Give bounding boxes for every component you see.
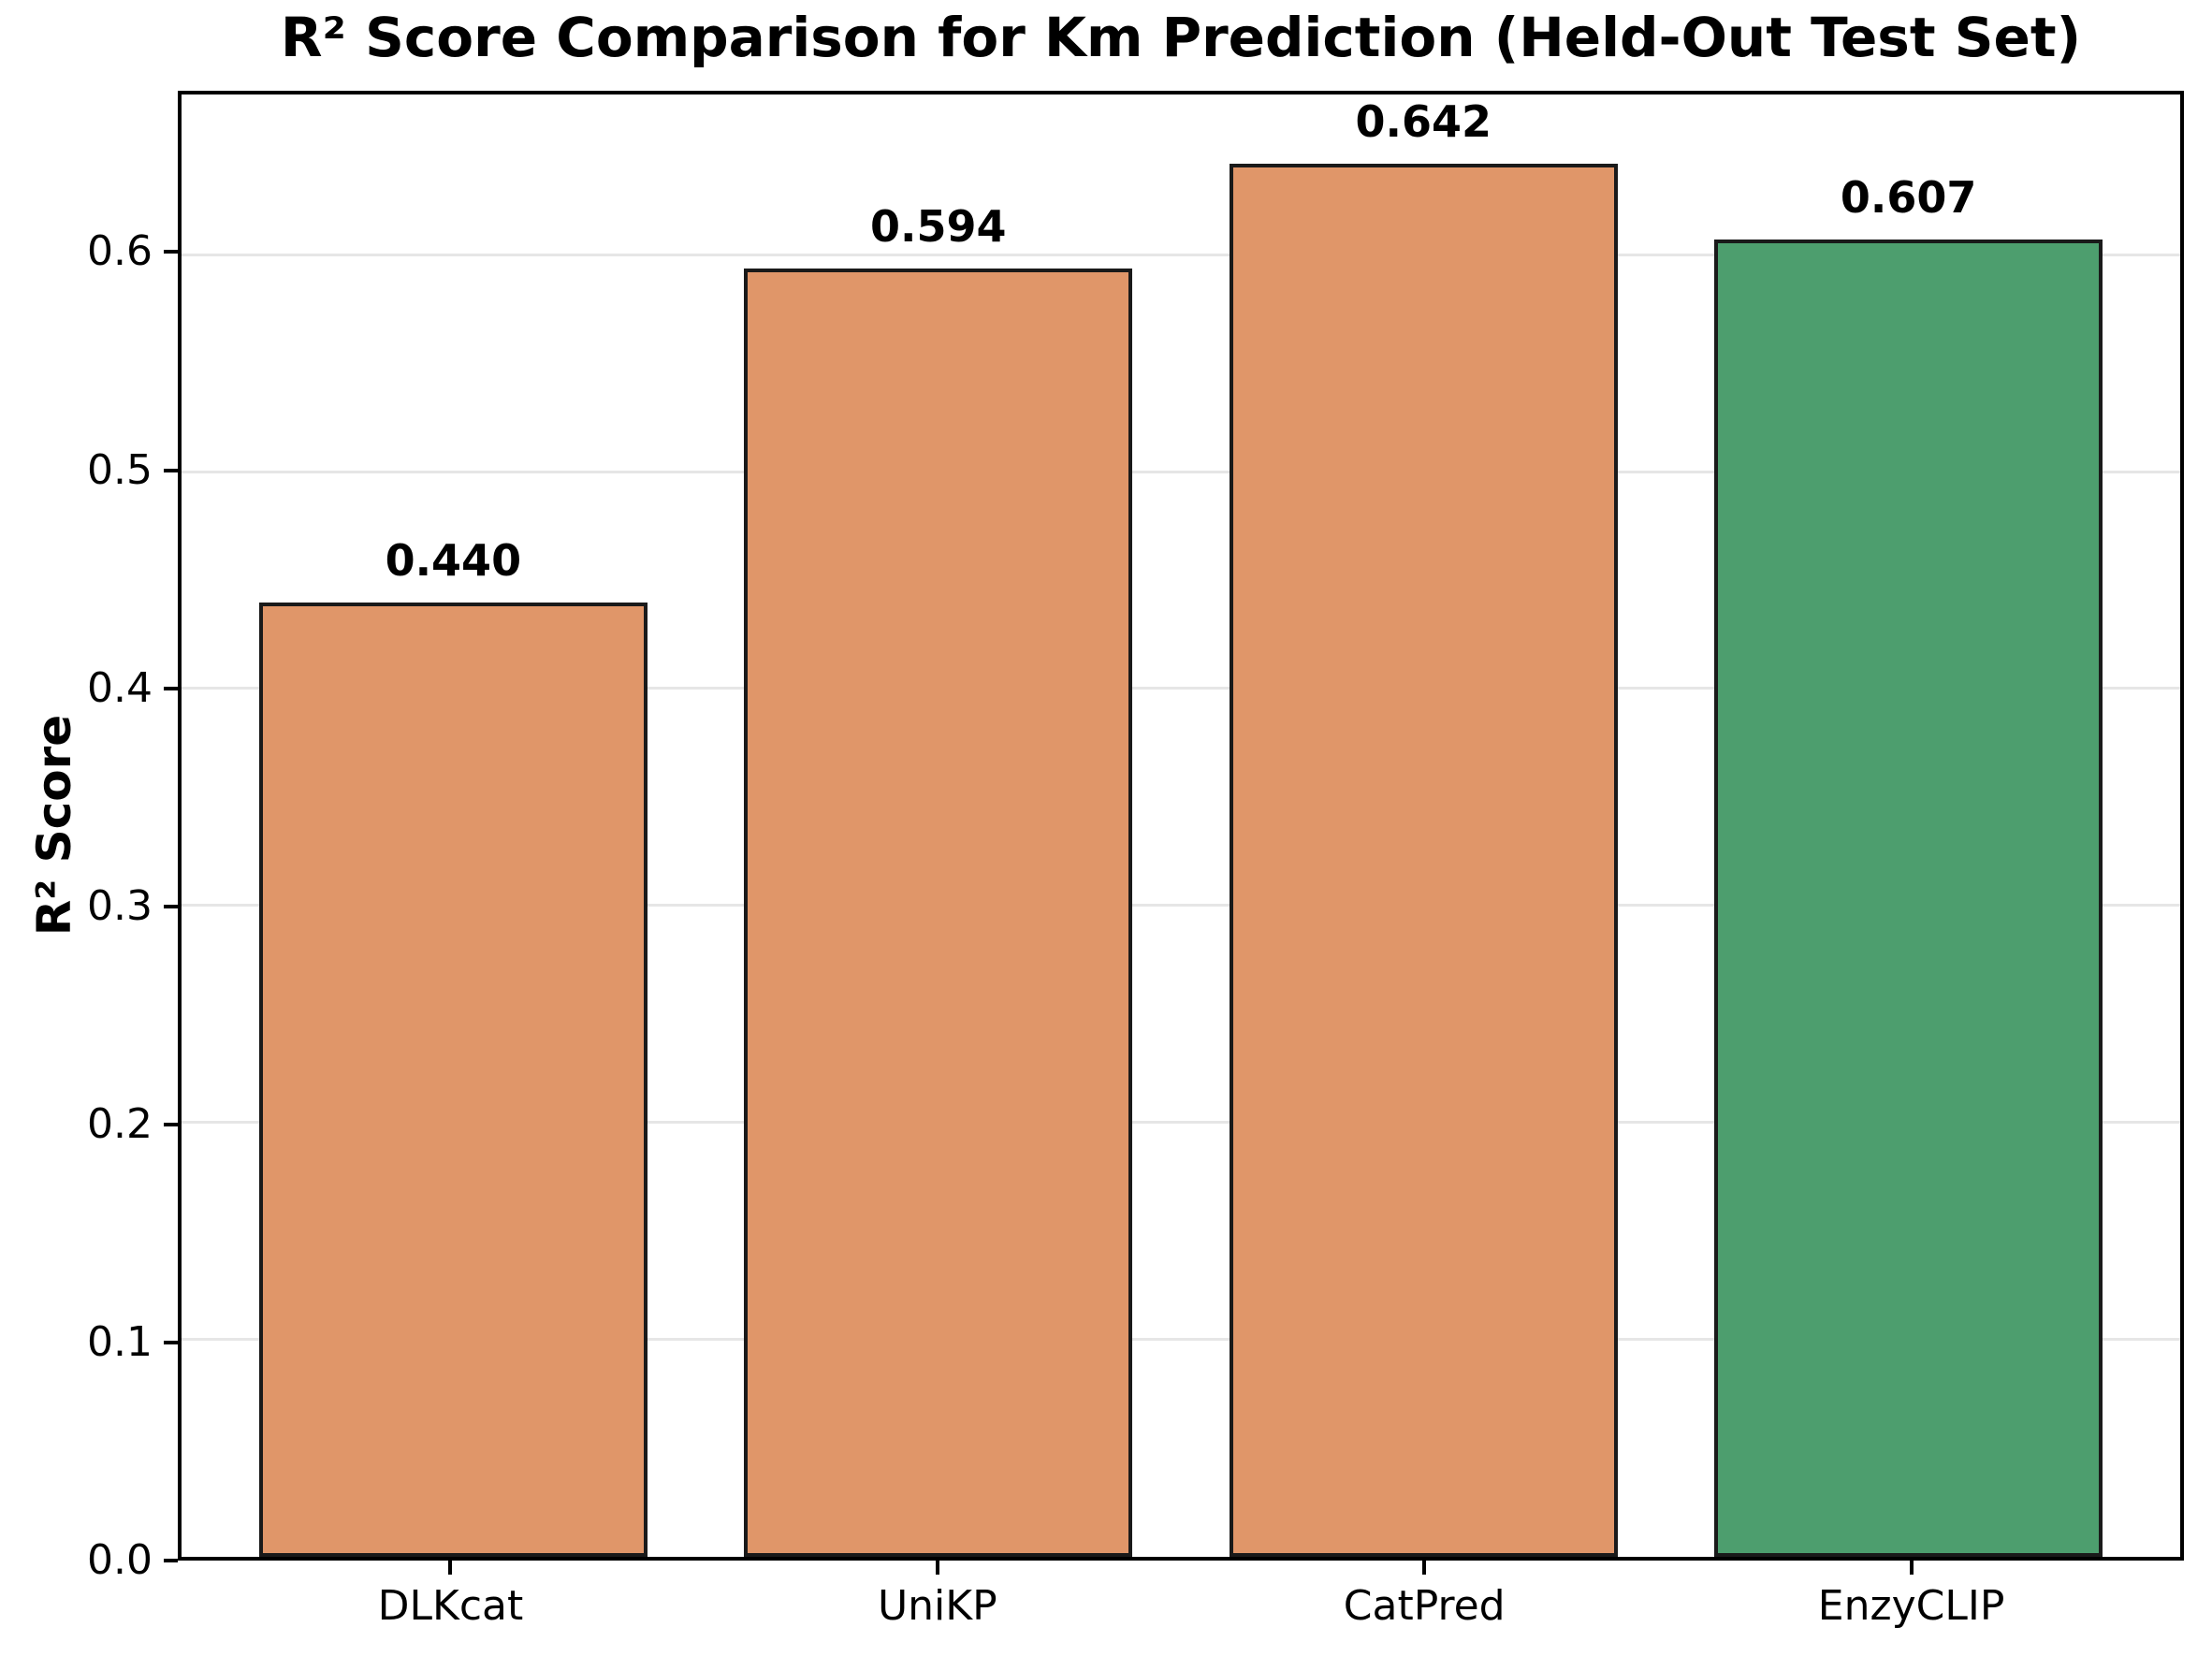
bar-value-label: 0.642: [1355, 96, 1492, 148]
y-tick-label: 0.6: [87, 227, 153, 276]
y-tick-label: 0.2: [87, 1099, 153, 1148]
x-tick-mark: [935, 1561, 939, 1575]
y-tick-mark: [164, 468, 178, 472]
y-tick-mark: [164, 1122, 178, 1126]
y-axis: 0.0 0.1 0.2 0.3 0.4 0.5 0.6: [0, 91, 178, 1581]
gridline: [182, 1121, 2180, 1125]
y-tick-label: 0.5: [87, 445, 153, 494]
gridline: [182, 1338, 2180, 1342]
x-tick-mark: [448, 1561, 453, 1575]
x-tick-mark: [1422, 1561, 1427, 1575]
bar-catpred: [1229, 164, 1618, 1557]
x-tick-label-catpred: CatPred: [1343, 1582, 1506, 1630]
y-tick-mark: [164, 686, 178, 690]
gridline: [182, 470, 2180, 473]
y-tick-mark: [164, 1340, 178, 1344]
bar-value-label: 0.607: [1840, 172, 1977, 224]
x-tick-mark: [1909, 1561, 1914, 1575]
gridline: [182, 687, 2180, 690]
gridline: [182, 904, 2180, 908]
x-tick-label-enzyclip: EnzyCLIP: [1817, 1582, 2005, 1630]
x-tick-label-dlkcat: DLKcat: [377, 1582, 524, 1630]
y-tick-label: 0.4: [87, 663, 153, 712]
y-tick-label: 0.3: [87, 881, 153, 930]
bar-value-label: 0.440: [385, 534, 522, 586]
x-axis: DLKcat UniKP CatPred EnzyCLIP: [178, 1561, 2184, 1654]
y-tick-label: 0.1: [87, 1317, 153, 1366]
y-tick-mark: [164, 1559, 178, 1562]
x-tick-label-unikp: UniKP: [877, 1582, 997, 1630]
bar-enzyclip: [1714, 240, 2103, 1557]
y-tick-mark: [164, 904, 178, 908]
gridline: [182, 253, 2180, 256]
y-tick-label: 0.0: [87, 1536, 153, 1584]
chart-title: R² Score Comparison for Km Prediction (H…: [280, 6, 2082, 69]
bar-value-label: 0.594: [870, 200, 1007, 252]
y-tick-mark: [164, 250, 178, 254]
bar-unikp: [744, 268, 1133, 1557]
plot-area: 0.440 0.594 0.642 0.607: [178, 91, 2184, 1561]
bar-dlkcat: [258, 602, 648, 1557]
